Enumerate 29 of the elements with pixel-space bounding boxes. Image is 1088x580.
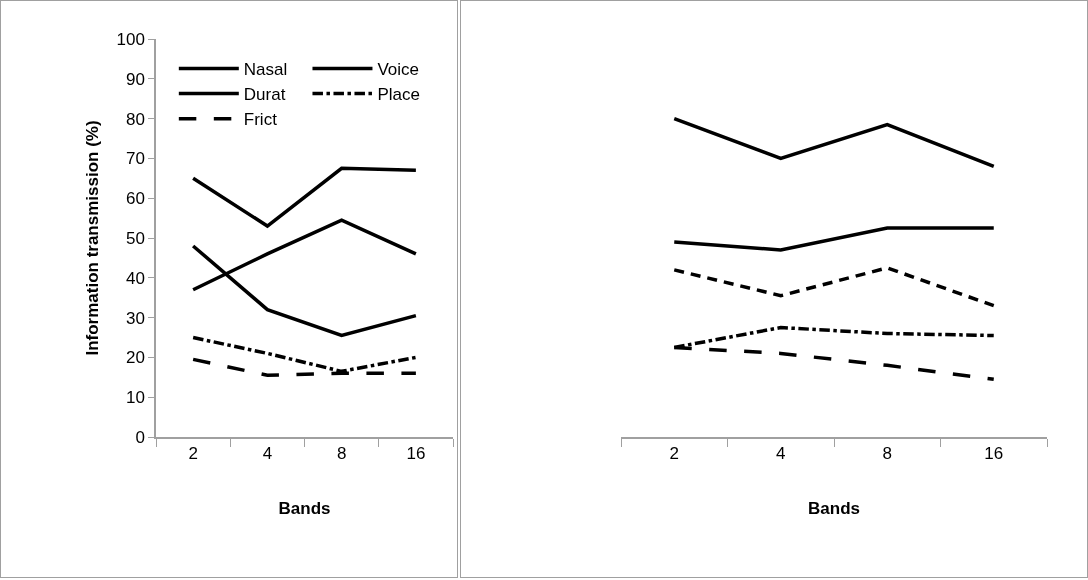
x-tick-label: 2 — [188, 444, 198, 464]
line-series — [191, 166, 418, 228]
y-tick-label: 10 — [125, 388, 145, 408]
x-tick-label: 8 — [882, 444, 892, 464]
y-tick-label: 50 — [125, 228, 145, 248]
x-tick-label: 4 — [262, 444, 273, 464]
x-axis-title: Bands — [278, 499, 331, 519]
legend-label: Nasal — [243, 60, 288, 80]
x-axis-title: Bands — [808, 499, 860, 519]
legend-label: Place — [377, 85, 420, 105]
y-tick-label: 20 — [125, 348, 145, 368]
x-tick-label: 2 — [669, 444, 679, 464]
y-tick-label: 30 — [125, 308, 145, 328]
legend-label: Durat — [243, 85, 286, 105]
y-tick-label: 40 — [125, 268, 145, 288]
y-tick-label: 70 — [125, 149, 145, 169]
x-tick-label: 16 — [406, 444, 426, 464]
legend-label: Frict — [243, 110, 278, 130]
y-tick-label: 90 — [125, 69, 145, 89]
y-tick-label: 60 — [125, 189, 145, 209]
x-tick-label: 8 — [336, 444, 347, 464]
y-tick-label: 0 — [135, 427, 145, 447]
x-tick-label: 4 — [776, 444, 786, 464]
x-tick-label: 16 — [984, 444, 1004, 464]
y-tick-label: 80 — [125, 109, 145, 129]
line-series — [191, 335, 418, 374]
y-axis-title: Information transmission (%) — [82, 120, 102, 356]
legend-label: Voice — [377, 60, 420, 80]
y-tick-label: 100 — [116, 29, 145, 49]
